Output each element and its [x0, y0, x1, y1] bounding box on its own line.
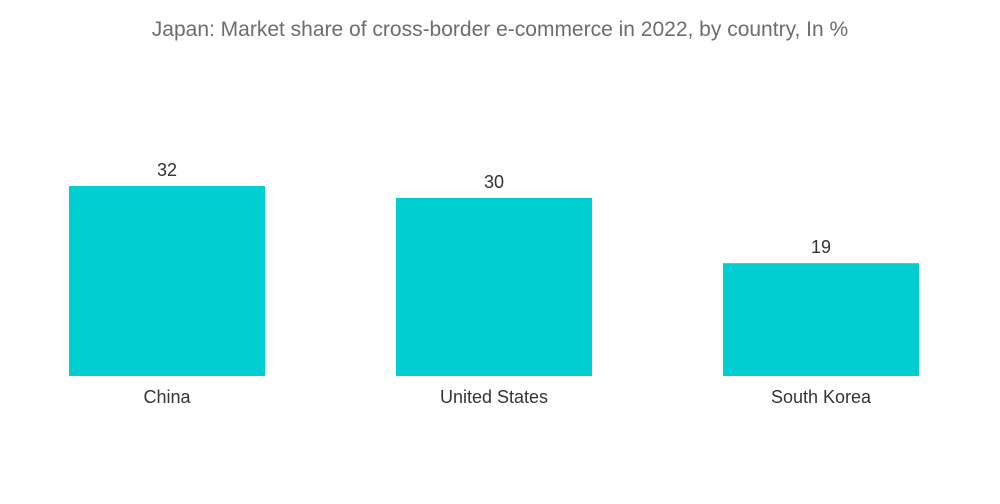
bars-group [69, 186, 919, 376]
chart-title: Japan: Market share of cross-border e-co… [151, 18, 849, 41]
x-tick-label-south-korea: South Korea [771, 387, 872, 407]
bar-south-korea [723, 263, 919, 376]
bar-china [69, 186, 265, 376]
value-label-united-states: 30 [484, 172, 504, 192]
value-labels-group: 32 30 19 [157, 160, 831, 257]
value-label-china: 32 [157, 160, 177, 180]
x-axis-tick-labels: China United States South Korea [143, 387, 872, 407]
x-tick-label-china: China [143, 387, 191, 407]
x-tick-label-united-states: United States [440, 387, 548, 407]
bar-united-states [396, 197, 592, 376]
value-label-south-korea: 19 [811, 237, 831, 257]
